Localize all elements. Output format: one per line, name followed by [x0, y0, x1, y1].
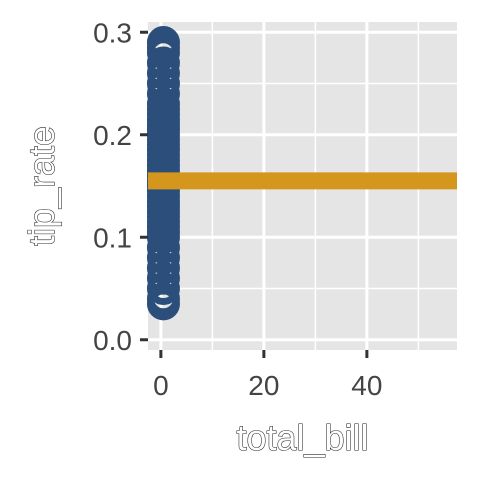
y-tick-label: 0.0	[93, 325, 132, 356]
scatter-point	[146, 282, 180, 316]
scatter-point	[146, 261, 180, 295]
scatter-point	[146, 26, 180, 59]
y-tick-label: 0.1	[93, 222, 132, 253]
scatter-point	[146, 46, 180, 80]
y-tick-label: 0.3	[93, 17, 132, 48]
x-tick-label: 20	[248, 370, 279, 401]
x-tick-label: 0	[153, 370, 169, 401]
scatter-point	[146, 272, 180, 305]
scatter-point	[146, 77, 180, 111]
y-axis-title: tip_rate	[21, 126, 62, 246]
x-axis-title: total_bill	[236, 417, 368, 458]
scatter-point	[146, 251, 180, 285]
y-tick-label: 0.2	[93, 120, 132, 151]
major-grid-lines	[148, 22, 457, 350]
x-axis: 0 20 40	[153, 350, 382, 401]
scatter-point	[146, 67, 180, 100]
x-tick-label: 40	[351, 370, 382, 401]
scatter-point	[146, 87, 180, 121]
y-axis: 0.0 0.1 0.2 0.3	[93, 17, 148, 356]
